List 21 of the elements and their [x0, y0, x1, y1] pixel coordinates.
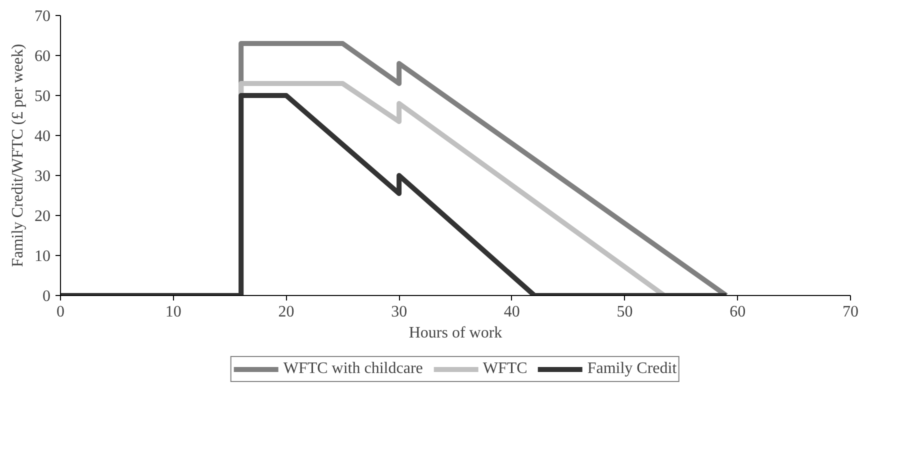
x-tick-label: 70 [842, 304, 858, 320]
x-tick-label: 60 [730, 304, 746, 320]
y-tick-label: 70 [34, 8, 50, 25]
y-tick-label: 60 [34, 48, 50, 65]
y-axis-title: Family Credit/WFTC (£ per week) [10, 44, 26, 268]
x-tick-label: 10 [165, 304, 182, 320]
y-tick-label: 50 [34, 88, 50, 105]
legend-label: WFTC [482, 360, 528, 378]
legend-label: Family Credit [587, 360, 677, 378]
x-tick-label: 0 [56, 304, 64, 320]
y-tick-label: 0 [42, 288, 50, 305]
y-tick-label: 30 [34, 168, 50, 185]
x-tick-label: 20 [278, 304, 294, 320]
y-tick-label: 20 [34, 208, 50, 225]
x-tick-label: 30 [391, 304, 408, 320]
y-tick-label: 10 [34, 248, 50, 265]
x-tick-label: 50 [616, 304, 633, 320]
x-tick-label: 40 [504, 304, 520, 320]
legend-label: WFTC with childcare [283, 360, 423, 378]
x-axis-title: Hours of work [408, 324, 502, 342]
y-tick-label: 40 [34, 128, 50, 145]
